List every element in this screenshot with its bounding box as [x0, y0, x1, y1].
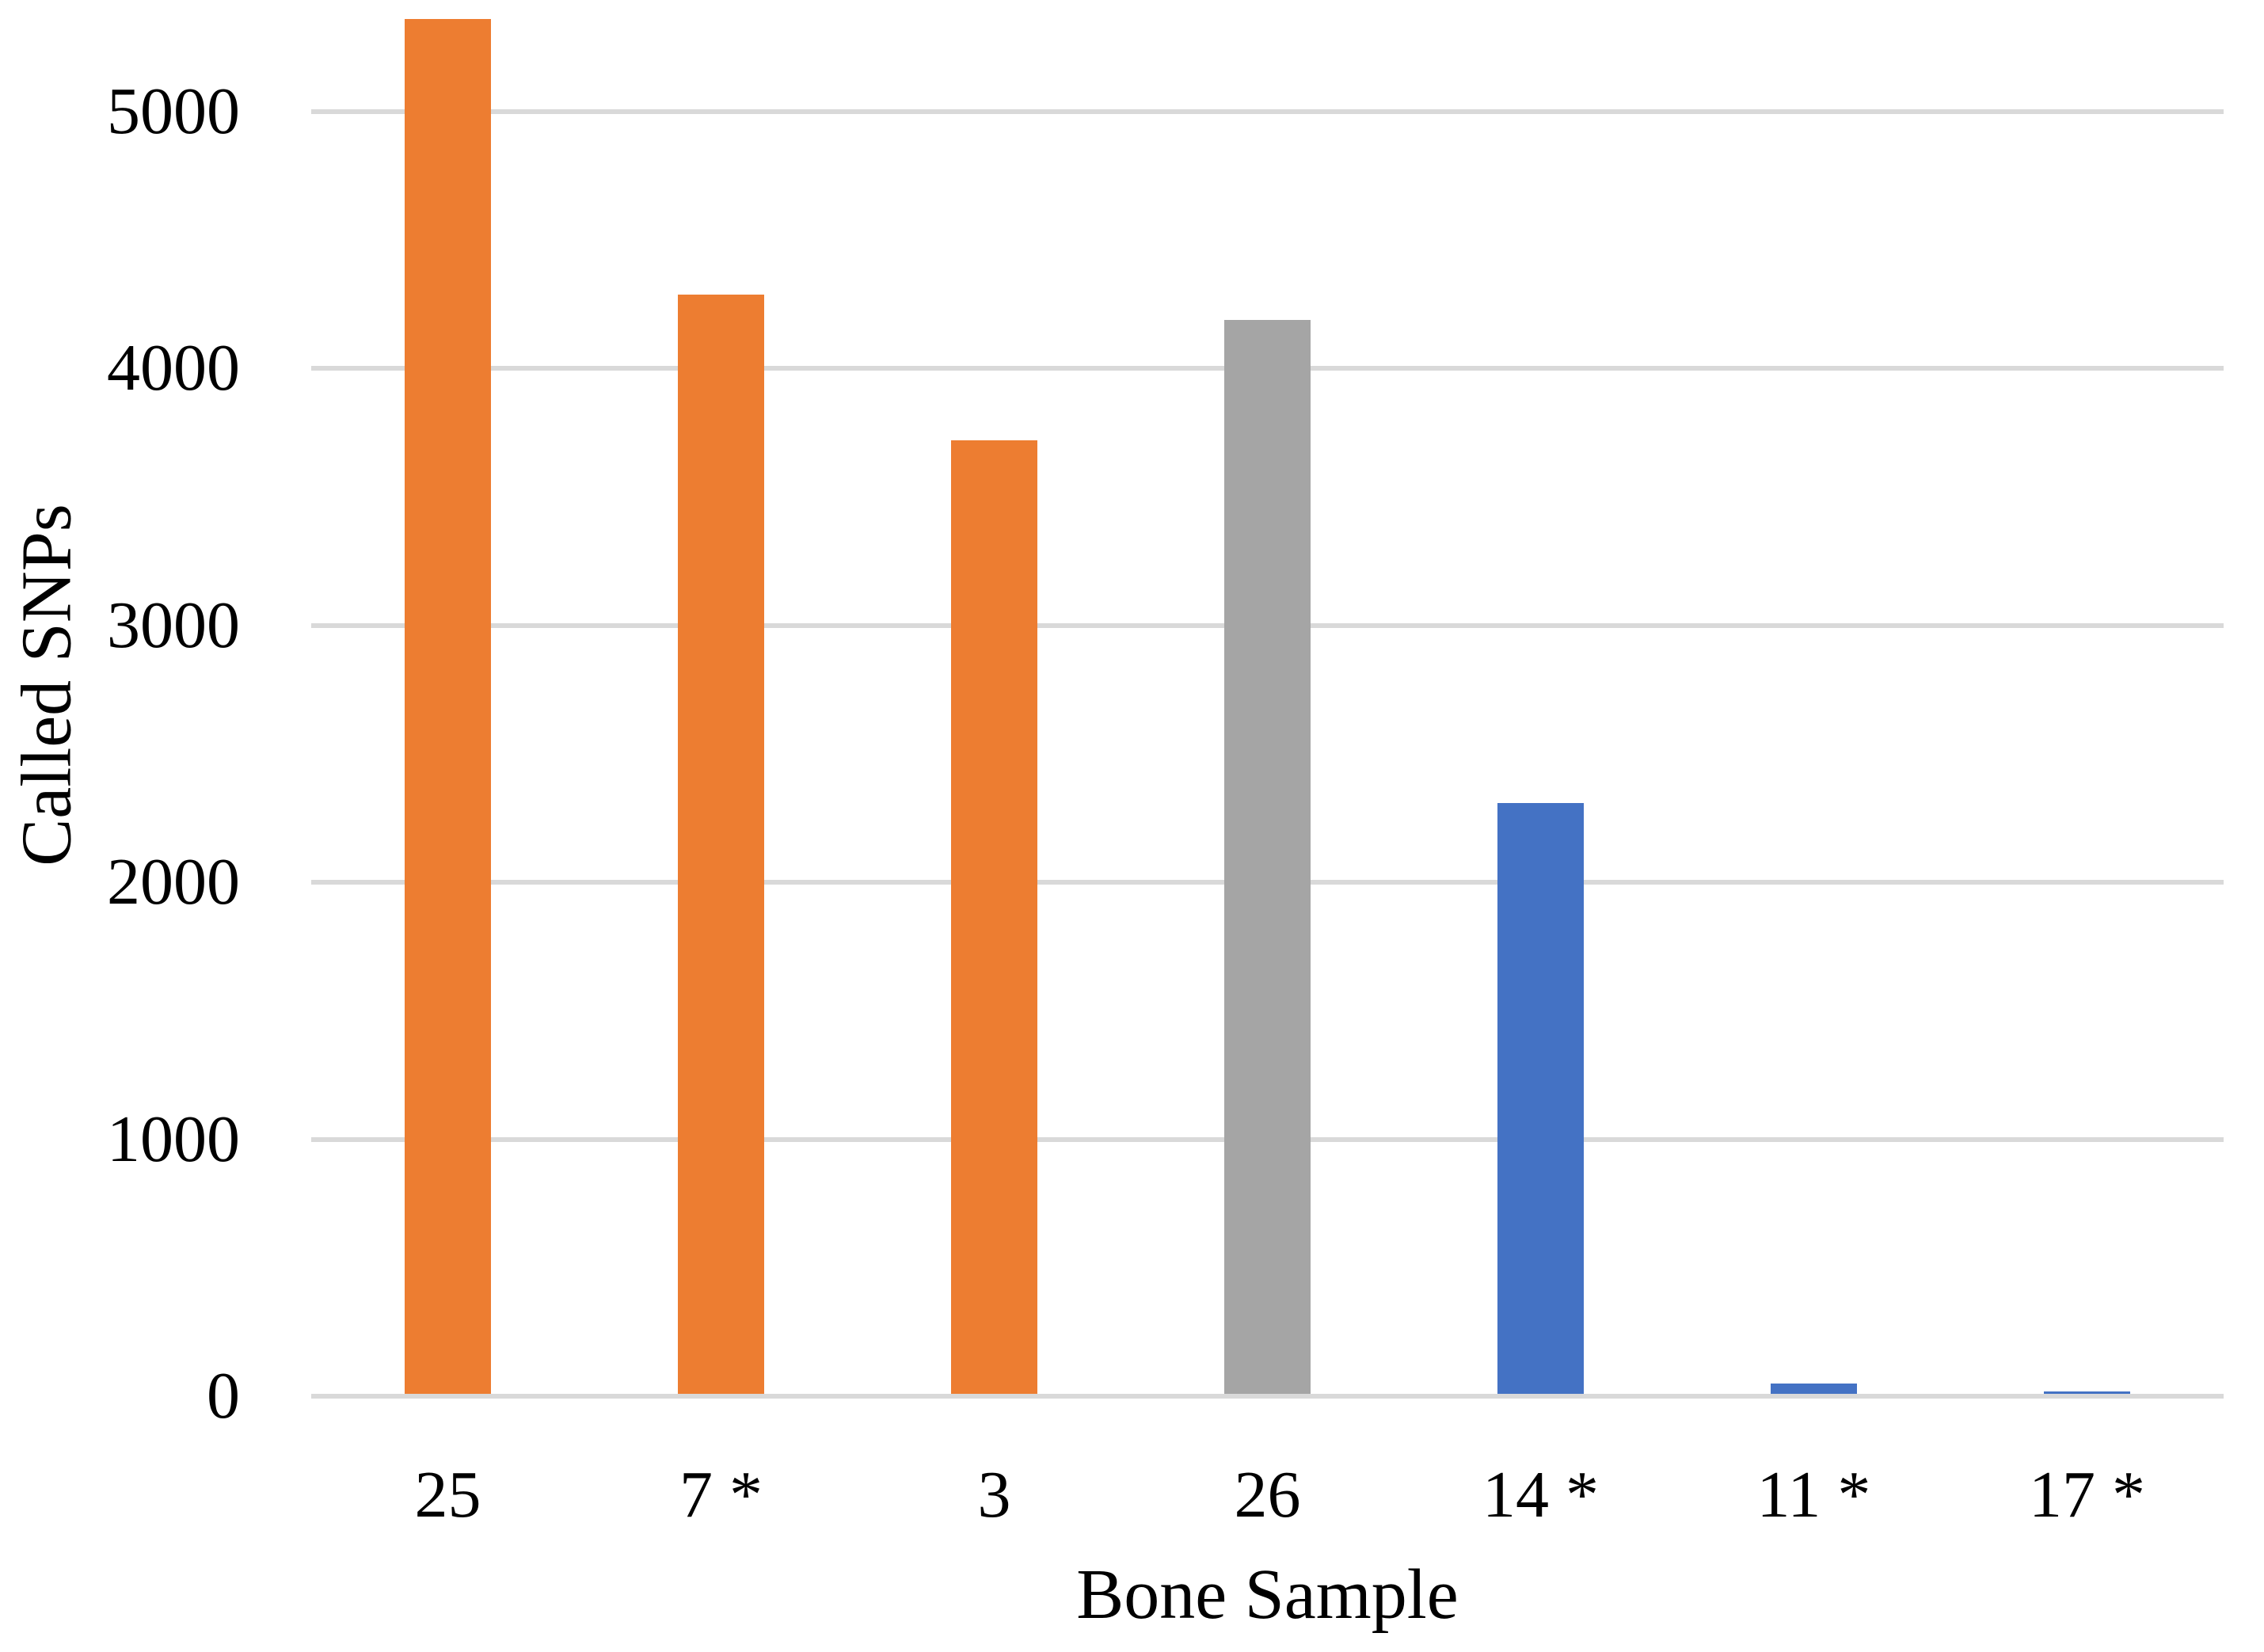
y-tick-label: 4000 — [107, 331, 240, 405]
y-tick-label: 2000 — [107, 845, 240, 919]
bar-sample-7-star — [678, 295, 764, 1394]
x-tick-label: 26 — [1234, 1458, 1301, 1532]
y-tick-label: 5000 — [107, 74, 240, 148]
x-tick-label: 11 * — [1756, 1458, 1871, 1532]
bar-sample-26 — [1224, 320, 1311, 1394]
bar-sample-25 — [405, 19, 491, 1394]
bar-sample-17-star — [2044, 1391, 2130, 1394]
bar-sample-3 — [951, 440, 1037, 1394]
x-axis-title: Bone Sample — [1076, 1555, 1459, 1634]
bar-sample-11-star — [1771, 1384, 1857, 1394]
gridline — [311, 109, 2224, 114]
x-tick-label: 3 — [977, 1458, 1011, 1532]
x-axis-line — [311, 1394, 2224, 1399]
y-tick-label: 0 — [207, 1359, 240, 1433]
x-tick-label: 25 — [414, 1458, 481, 1532]
y-tick-label: 1000 — [107, 1102, 240, 1176]
x-tick-label: 7 * — [679, 1458, 763, 1532]
x-tick-label: 17 * — [2029, 1458, 2145, 1532]
plot-area — [311, 0, 2224, 1399]
y-axis-title: Called SNPs — [7, 504, 86, 866]
x-tick-label: 14 * — [1482, 1458, 1599, 1532]
bar-sample-14-star — [1497, 803, 1584, 1394]
y-tick-label: 3000 — [107, 588, 240, 662]
